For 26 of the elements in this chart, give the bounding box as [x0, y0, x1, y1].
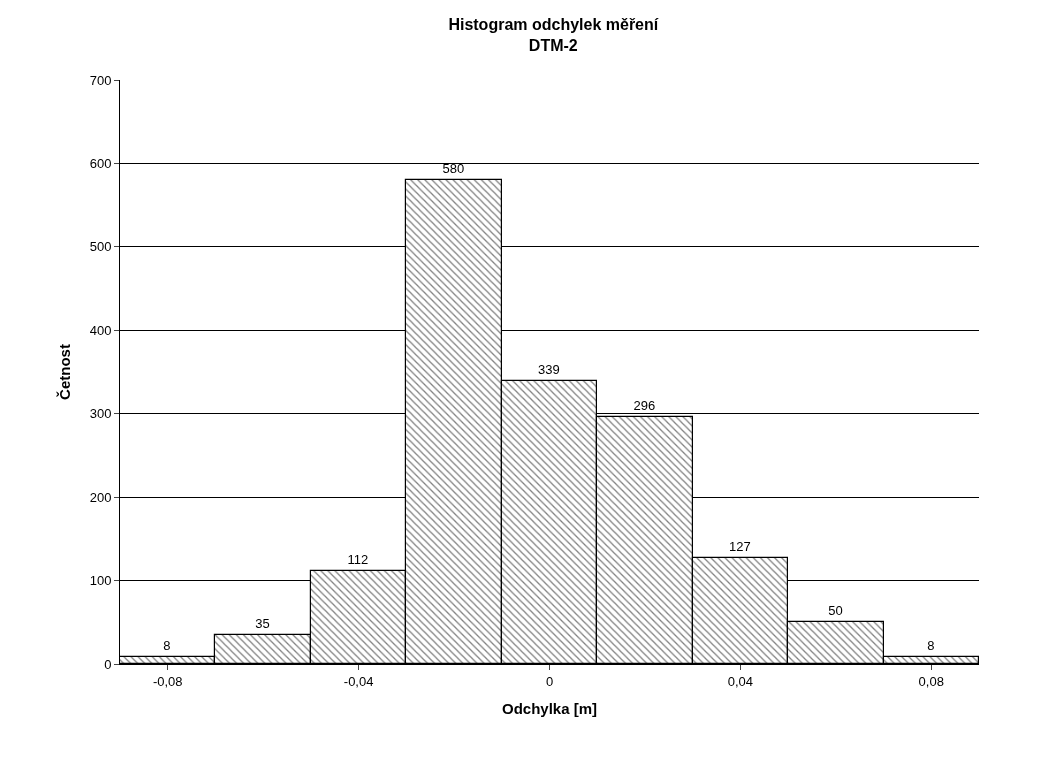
data-label: 339 [538, 362, 560, 378]
x-tick-label: -0,08 [152, 673, 183, 689]
y-tick-label: 100 [89, 573, 112, 589]
x-axis-title: Odchylka [m] [501, 699, 598, 717]
x-tick-label: 0,04 [727, 673, 754, 689]
data-label: 580 [442, 161, 465, 177]
data-label: 8 [163, 638, 171, 654]
x-tick-label: -0,04 [343, 673, 374, 689]
chart-subtitle: DTM-2 [528, 37, 578, 55]
data-label: 8 [927, 638, 935, 654]
chart-title: Histogram odchylek měření [448, 16, 659, 34]
data-label: 112 [347, 552, 369, 568]
y-tick-label: 500 [89, 239, 112, 255]
y-tick-label: 700 [89, 72, 112, 88]
x-tick-label: 0 [545, 673, 554, 689]
y-tick-label: 600 [89, 155, 112, 171]
y-tick-label: 0 [104, 656, 112, 672]
data-label: 296 [633, 398, 656, 414]
data-label: 127 [729, 539, 751, 555]
y-tick-label: 200 [89, 489, 112, 505]
x-tick-label: 0,08 [918, 673, 944, 689]
y-axis-title: Četnost [55, 344, 73, 400]
data-label: 35 [255, 616, 270, 632]
y-tick-label: 300 [89, 406, 112, 422]
y-tick-label: 400 [89, 322, 112, 338]
data-label: 50 [828, 603, 843, 619]
